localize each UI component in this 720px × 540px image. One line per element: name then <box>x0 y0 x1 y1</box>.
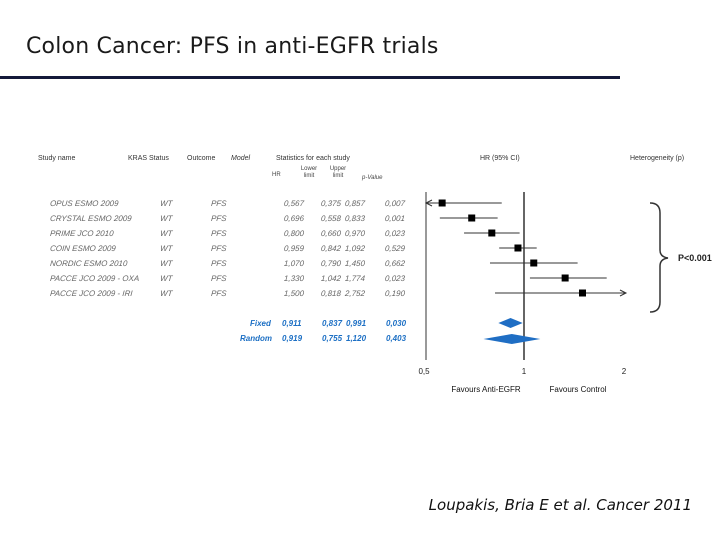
hr-marker <box>438 199 446 207</box>
summary-p-value: 0,403 <box>386 334 407 343</box>
ci-arrow-left <box>424 199 433 207</box>
title-divider <box>0 76 620 79</box>
heterogeneity-p-value: P<0.001 <box>678 253 712 263</box>
header-p-value: p-Value <box>362 175 383 181</box>
summary-hr: 0,919 <box>282 334 303 343</box>
pooled-diamond <box>498 318 523 328</box>
summary-p-value: 0,030 <box>386 319 407 328</box>
summary-upper: 0,991 <box>346 319 367 328</box>
summary-label-random: Random <box>240 334 272 343</box>
header-model: Model <box>231 155 251 162</box>
header-lower-limit: Lower limit <box>300 166 318 179</box>
hr-marker <box>561 274 569 282</box>
header-upper-limit: Upper limit <box>329 166 347 179</box>
axis-tick-label: 1 <box>522 367 527 376</box>
axis-tick-label: 2 <box>622 367 627 376</box>
pooled-diamond <box>483 334 541 344</box>
citation: Loupakis, Bria E et al. Cancer 2011 <box>428 496 692 514</box>
favour-right-label: Favours Control <box>550 385 607 394</box>
ci-arrow-right <box>619 289 628 297</box>
header-hr-ci: HR (95% CI) <box>480 155 520 162</box>
header-outcome: Outcome <box>187 155 216 162</box>
hr-marker <box>468 214 476 222</box>
summary-lower: 0,837 <box>322 319 343 328</box>
favour-left-label: Favours Anti-EGFR <box>451 385 521 394</box>
summary-lower: 0,755 <box>322 334 343 343</box>
hr-marker <box>488 229 496 237</box>
header-stats: Statistics for each study <box>276 155 350 162</box>
hr-marker <box>578 289 586 297</box>
summary-hr: 0,911 <box>282 319 302 328</box>
axis-tick-label: 0,5 <box>418 367 430 376</box>
slide-title: Colon Cancer: PFS in anti-EGFR trials <box>26 34 439 59</box>
hr-marker <box>530 259 538 267</box>
heterogeneity-bracket <box>649 202 669 313</box>
header-kras-status: KRAS Status <box>128 155 169 162</box>
hr-marker <box>514 244 522 252</box>
summary-label-fixed: Fixed <box>250 319 271 328</box>
summary-upper: 1,120 <box>346 334 367 343</box>
header-heterogeneity: Heterogeneity (p) <box>630 155 685 162</box>
header-study-name: Study name <box>38 155 76 162</box>
header-hr: HR <box>272 172 281 178</box>
